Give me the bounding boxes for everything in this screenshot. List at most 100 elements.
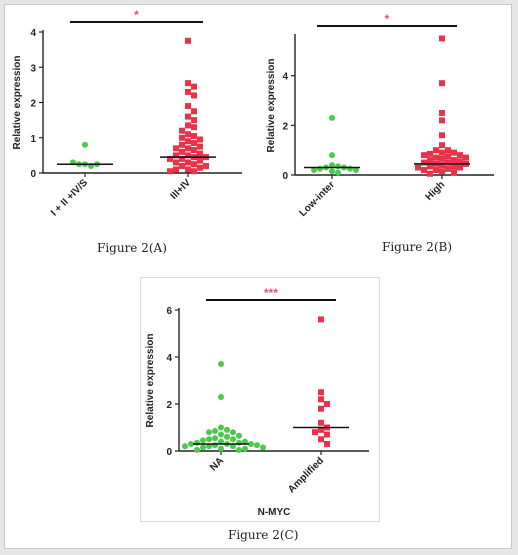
caption-figure-2c: Figure 2(C) [228,528,299,542]
y-tick-label: 6 [166,306,172,317]
chart-panel-a: 0 1 2 3 4 Relative expression I + II +IV/S III+… [10,8,255,238]
data-point-square [439,132,445,139]
data-point-square [173,145,179,152]
data-point-square [185,152,191,159]
data-point-square [173,152,179,159]
y-tick-label: 2 [166,400,172,411]
data-point-square [439,80,445,87]
y-tick-label: 4 [282,72,288,83]
data-point-circle [335,163,341,170]
data-point-square [197,143,203,150]
data-point-square [191,92,197,99]
x-tick-label: I + II +IV/S [49,177,90,218]
data-point-square [445,153,451,160]
chart-panel-c: 0 2 4 6 Relative expression NA Amplified N-MYC *… [140,277,380,522]
data-point-square [191,108,197,115]
x-tick-label: High [424,179,447,202]
data-point-circle [224,433,230,440]
data-point-square [197,164,203,171]
data-point-square [445,147,451,154]
data-point-square [451,149,457,156]
data-point-square [421,152,427,159]
y-tick-label: 0 [166,447,172,458]
data-point-square [185,80,191,87]
data-point-square [191,83,197,90]
data-point-square [439,162,445,169]
data-point-circle [218,431,224,438]
data-point-square [451,169,457,176]
data-point-circle [329,168,335,175]
data-point-square [318,405,324,412]
data-point-square [185,166,191,173]
data-point-square [439,142,445,149]
data-point-circle [206,443,212,450]
data-point-square [312,429,318,436]
data-point-square [457,164,463,171]
y-axis-label: Relative expression [145,334,156,428]
x-tick-label: III+IV [169,177,194,202]
data-point-square [457,158,463,165]
data-point-circle [329,162,335,169]
data-point-circle [218,361,224,368]
data-point-square [167,168,173,175]
data-point-circle [329,152,335,159]
data-point-circle [230,436,236,443]
data-point-square [324,440,330,447]
y-tick-label: 1 [30,134,36,145]
data-point-circle [194,446,200,453]
data-point-square [179,127,185,134]
data-point-square [451,163,457,170]
data-point-circle [248,440,254,447]
data-point-circle [200,437,206,444]
data-point-square [191,140,197,147]
data-point-circle [206,436,212,443]
data-point-square [324,431,330,438]
data-point-square [173,159,179,166]
data-point-square [179,141,185,148]
data-point-circle [242,445,248,452]
chart-svg-a: 0 1 2 3 4 Relative expression I + II +IV/S III+… [12,8,242,219]
significance-stars: *** [264,286,278,300]
data-point-square [427,163,433,170]
data-point-square [179,134,185,141]
data-point-square [185,37,191,44]
data-point-square [324,401,330,407]
data-point-square [197,150,203,157]
data-point-square [463,154,469,161]
caption-figure-2a: Figure 2(A) [97,241,167,255]
data-point-square [191,161,197,168]
data-point-circle [182,443,188,450]
data-point-circle [218,438,224,445]
y-tick-label: 4 [30,28,36,39]
y-tick-label: 3 [30,63,36,74]
data-point-circle [218,445,224,452]
data-point-circle [194,439,200,446]
data-point-square [197,157,203,164]
data-point-circle [188,440,194,447]
data-point-square [191,124,197,131]
data-point-square [179,155,185,162]
data-point-square [185,138,191,145]
data-point-circle [260,444,266,451]
data-point-circle [212,435,218,442]
data-point-circle [230,443,236,450]
data-point-square [179,162,185,169]
data-point-circle [353,167,359,174]
data-point-circle [236,432,242,439]
data-point-square [185,88,191,95]
data-point-square [318,419,324,426]
data-point-square [439,168,445,175]
data-point-square [445,165,451,172]
y-axis-label: Relative expression [266,59,277,153]
data-point-square [197,136,203,143]
data-point-circle [335,169,341,176]
data-point-square [433,167,439,174]
y-tick-label: 4 [166,353,172,364]
y-axis-label: Relative expression [12,56,23,150]
data-point-circle [82,141,88,148]
data-point-circle [242,438,248,445]
data-point-square [439,35,445,42]
data-point-square [415,164,421,171]
x-tick-label: Amplified [286,455,326,495]
data-point-square [427,150,433,157]
